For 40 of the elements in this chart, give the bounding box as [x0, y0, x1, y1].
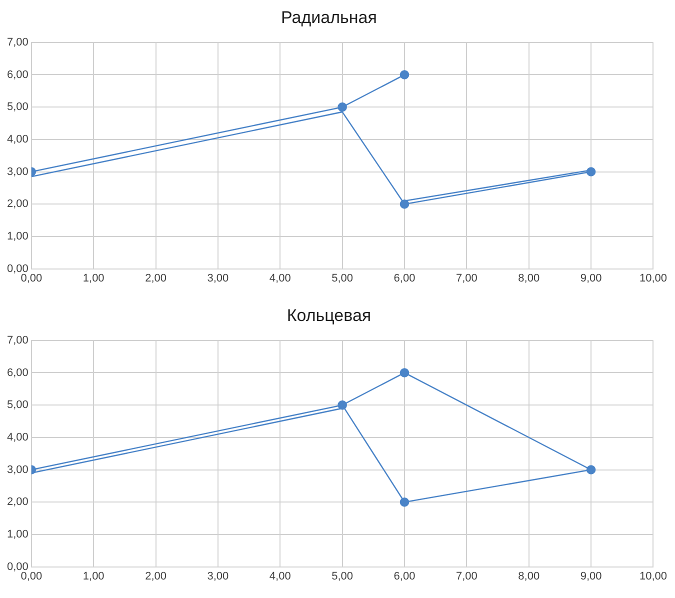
y-tick-label: 3,00: [6, 166, 28, 178]
x-tick-label: 3,00: [207, 272, 229, 284]
x-tick-label: 7,00: [456, 272, 478, 284]
x-tick-label: 9,00: [580, 272, 602, 284]
x-tick-label: 0,00: [20, 570, 42, 582]
y-tick-label: 0,00: [6, 560, 28, 573]
y-tick-label: 7,00: [6, 334, 28, 346]
y-tick-label: 4,00: [6, 133, 28, 146]
x-tick-label: 8,00: [518, 570, 540, 582]
y-tick-label: 0,00: [6, 262, 28, 275]
y-tick-label: 7,00: [6, 36, 28, 48]
x-tick-label: 7,00: [456, 570, 478, 582]
y-tick-label: 4,00: [6, 431, 28, 444]
y-tick-label: 2,00: [6, 198, 28, 210]
x-tick-label: 1,00: [82, 272, 104, 284]
y-tick-label: 5,00: [6, 399, 28, 412]
x-tick-label: 1,00: [82, 570, 104, 582]
x-tick-label: 8,00: [518, 272, 540, 284]
y-tick-label: 1,00: [6, 230, 28, 242]
y-tick-label: 6,00: [6, 68, 28, 81]
x-tick-label: 4,00: [269, 272, 291, 284]
x-tick-label: 9,00: [580, 570, 602, 582]
y-tick-label: 6,00: [6, 366, 28, 379]
x-tick-label: 5,00: [332, 570, 354, 582]
x-tick-label: 6,00: [394, 570, 416, 582]
x-tick-label: 3,00: [207, 570, 229, 582]
chart-title: Кольцевая: [286, 306, 372, 325]
y-tick-label: 2,00: [6, 496, 28, 508]
x-tick-label: 2,00: [145, 272, 166, 284]
y-tick-label: 5,00: [6, 101, 28, 114]
chart-title: Радиальная: [281, 8, 377, 27]
x-tick-label: 10,00: [639, 272, 667, 284]
y-tick-label: 1,00: [6, 528, 28, 540]
x-tick-label: 4,00: [269, 570, 291, 582]
x-tick-label: 5,00: [332, 272, 354, 284]
y-tick-label: 3,00: [6, 464, 28, 476]
x-tick-label: 6,00: [394, 272, 416, 284]
x-tick-label: 0,00: [20, 272, 42, 284]
x-tick-label: 2,00: [145, 570, 166, 582]
x-tick-label: 10,00: [639, 570, 667, 582]
